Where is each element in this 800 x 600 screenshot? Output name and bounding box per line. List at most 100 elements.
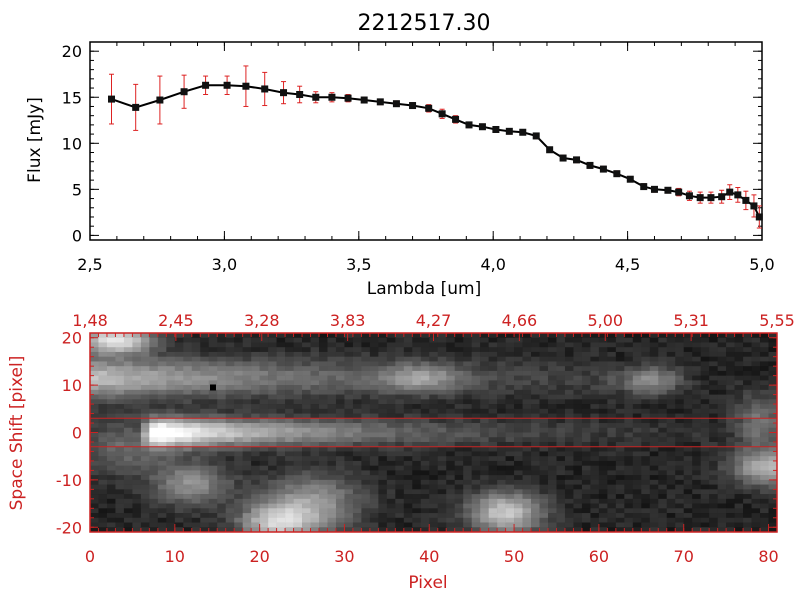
image-pixel — [437, 423, 447, 429]
image-pixel — [573, 441, 583, 448]
image-pixel — [251, 498, 260, 504]
image-pixel — [522, 503, 532, 509]
image-pixel — [378, 347, 388, 353]
image-pixel — [183, 508, 193, 514]
image-pixel — [208, 389, 218, 395]
image-pixel — [361, 342, 371, 348]
image-pixel — [403, 375, 413, 381]
image-pixel — [692, 413, 701, 419]
image-pixel — [217, 498, 226, 504]
image-pixel — [471, 399, 481, 405]
image-pixel — [522, 399, 532, 405]
image-pixel — [403, 479, 413, 485]
image-pixel — [615, 413, 625, 419]
image-pixel — [268, 366, 277, 372]
image-pixel — [743, 413, 752, 419]
image-pixel — [649, 394, 659, 400]
image-pixel — [395, 370, 405, 376]
image-pixel — [310, 385, 320, 391]
image-pixel — [734, 370, 744, 376]
image-pixel — [743, 498, 752, 504]
image-pixel — [632, 423, 642, 429]
image-pixel — [259, 418, 269, 424]
image-pixel — [590, 423, 600, 429]
image-pixel — [412, 517, 422, 523]
image-pixel — [166, 423, 176, 429]
image-pixel — [429, 404, 439, 410]
image-pixel — [191, 479, 201, 485]
image-pixel — [683, 441, 693, 448]
flux-point — [261, 85, 269, 93]
image-pixel — [480, 517, 489, 523]
image-x-tick-label: 60 — [589, 547, 609, 566]
image-pixel — [531, 408, 540, 414]
image-pixel — [251, 446, 260, 452]
image-pixel — [556, 437, 566, 443]
image-pixel — [369, 513, 379, 519]
image-pixel — [183, 370, 193, 376]
image-pixel — [285, 475, 294, 481]
spectrum-xlabel: Lambda [um] — [367, 279, 481, 299]
image-pixel — [361, 389, 371, 395]
image-pixel — [666, 498, 676, 504]
image-pixel — [429, 456, 439, 462]
image-pixel — [403, 517, 413, 523]
image-pixel — [683, 342, 693, 348]
image-pixel — [658, 370, 668, 376]
image-pixel — [615, 489, 625, 495]
image-pixel — [437, 385, 447, 391]
image-pixel — [183, 394, 193, 400]
image-pixel — [386, 351, 396, 357]
image-pixel — [709, 337, 718, 343]
image-pixel — [174, 380, 184, 386]
image-pixel — [378, 423, 388, 429]
image-pixel — [734, 404, 744, 410]
image-pixel — [632, 513, 642, 519]
image-pixel — [683, 460, 693, 466]
image-pixel — [548, 337, 557, 343]
image-pixel — [98, 498, 108, 504]
flux-point — [519, 128, 527, 136]
image-pixel — [191, 484, 201, 490]
image-pixel — [615, 333, 625, 339]
image-pixel — [607, 479, 617, 485]
image-pixel — [743, 351, 752, 357]
image-pixel — [734, 432, 744, 438]
image-pixel — [658, 484, 668, 490]
image-pixel — [302, 385, 311, 391]
image-pixel — [641, 366, 651, 372]
image-pixel — [310, 389, 320, 395]
image-pixel — [352, 370, 362, 376]
image-pixel — [717, 432, 727, 438]
image-pixel — [463, 489, 472, 495]
image-pixel — [208, 380, 218, 386]
image-pixel — [361, 356, 371, 362]
image-pixel — [98, 513, 108, 519]
image-pixel — [259, 460, 269, 466]
image-pixel — [454, 498, 464, 504]
image-pixel — [149, 460, 159, 466]
image-pixel — [200, 460, 210, 466]
image-pixel — [615, 389, 625, 395]
image-pixel — [335, 451, 345, 457]
image-pixel — [437, 470, 447, 476]
image-pixel — [556, 413, 566, 419]
image-pixel — [726, 522, 735, 528]
image-pixel — [734, 356, 744, 362]
image-pixel — [217, 347, 226, 353]
image-pixel — [319, 427, 328, 433]
image-pixel — [564, 404, 574, 410]
image-pixel — [471, 465, 481, 471]
image-pixel — [751, 404, 761, 410]
image-pixel — [649, 432, 659, 438]
image-pixel — [302, 475, 311, 481]
image-pixel — [488, 356, 498, 362]
image-pixel — [675, 465, 684, 471]
image-pixel — [149, 408, 159, 414]
image-pixel — [743, 361, 752, 367]
image-pixel — [675, 456, 684, 462]
image-pixel — [675, 503, 684, 509]
image-pixel — [514, 413, 523, 419]
image-pixel — [709, 361, 718, 367]
image-pixel — [454, 494, 464, 500]
